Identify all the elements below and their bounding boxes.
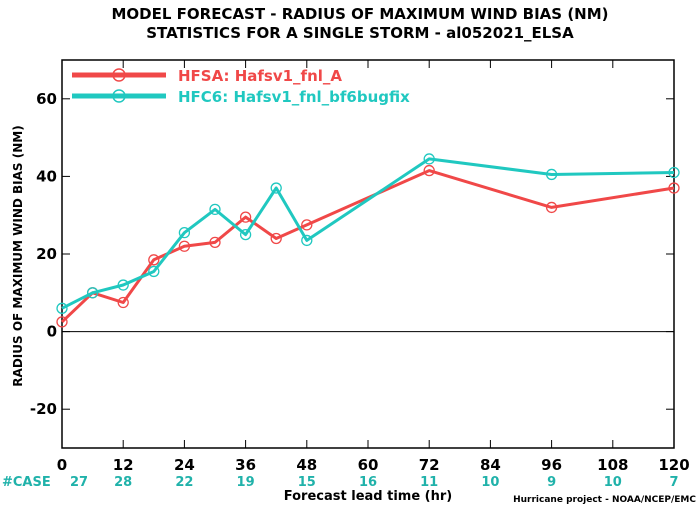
series-2-point [86,287,99,299]
case-count: 11 [420,475,438,490]
series-2-point [668,166,680,179]
series-1-point [178,240,191,252]
series-2-point [178,227,191,239]
case-row-label: #CASE [2,475,51,490]
case-count: 10 [604,475,622,490]
case-count: 16 [359,475,377,490]
case-count: 15 [298,475,316,490]
x-tick-label: 60 [358,456,379,474]
x-tick-label: 84 [480,456,501,474]
series-2-point [56,302,68,314]
series-1-point [301,219,313,231]
x-tick-label: 72 [419,456,440,474]
series-1-point [56,316,68,328]
x-tick-label: 48 [296,456,317,474]
series-1-point [270,232,282,245]
x-axis-label: Forecast lead time (hr) [284,489,452,504]
series-1-point [148,254,160,266]
case-count: 7 [669,475,678,490]
legend-label-1: HFSA: Hafsv1_fnl_A [178,67,342,85]
x-tick-label: 24 [174,456,195,474]
x-tick-label: 96 [541,456,562,474]
y-tick-label: 0 [47,323,57,341]
series-line-1 [60,169,675,323]
series-1-point [668,182,680,194]
case-count: 22 [175,475,193,490]
legend-marker-1 [112,68,126,82]
plot-area-frame [61,59,675,449]
y-tick-label: 40 [36,167,57,185]
series-2-point [209,203,221,216]
series-2-point [545,168,558,181]
x-tick-label: 36 [235,456,256,474]
case-count: 27 [70,475,88,490]
series-line-2 [61,157,675,310]
series-1-point [117,296,129,309]
legend-marker-2 [112,89,126,103]
x-tick-label: 0 [57,456,67,474]
series-2-point [423,153,435,165]
legend-label-2: HFC6: Hafsv1_fnl_bf6bugfix [178,88,410,106]
credit-text: Hurricane project - NOAA/NCEP/EMC [513,495,696,505]
series-1-point [423,164,435,177]
series-2-point [270,182,282,194]
y-tick-label: 60 [36,90,57,108]
case-count: 10 [481,475,499,490]
series-1-point [239,211,252,223]
series-2-point [301,234,313,247]
x-tick-label: 12 [113,456,134,474]
case-count: 19 [237,475,255,490]
case-count: 9 [547,475,556,490]
series-2-point [148,265,160,278]
y-axis-label: RADIUS OF MAXIMUM WIND BIAS (NM) [11,125,25,386]
x-tick-label: 108 [597,456,628,474]
series-2-point [239,228,252,241]
chart-title: MODEL FORECAST - RADIUS OF MAXIMUM WIND … [111,5,608,23]
y-tick-label: 20 [36,245,57,263]
case-count: 28 [114,475,132,490]
series-2-point [117,279,129,291]
chart-subtitle: STATISTICS FOR A SINGLE STORM - al052021… [146,24,574,42]
y-tick-label: -20 [30,400,57,418]
x-tick-label: 120 [658,456,689,474]
series-1-point [545,201,558,214]
series-1-point [209,236,221,249]
